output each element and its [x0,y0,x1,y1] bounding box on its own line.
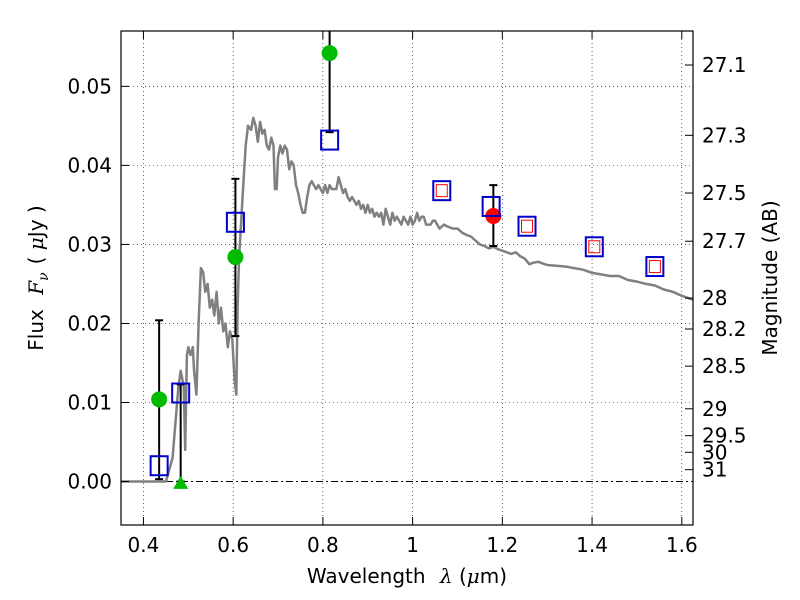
x-tick-label: 1.2 [486,533,518,557]
y-axis-title-symbol: F [24,280,48,296]
y-tick-label: 0.01 [67,390,112,414]
magnitude-tick-label: 28 [702,286,727,310]
model-box-red [648,260,661,274]
plot-frame [120,30,694,526]
y-tick-label: 0.05 [67,74,112,98]
x-tick-labels: 0.4 0.6 0.8 1 1.2 1.4 1.6 [128,533,698,557]
data-point-circle [227,249,244,266]
model-box-blue [149,455,169,477]
magnitude-tick-label: 28.2 [702,317,747,341]
model-box-blue [171,382,191,404]
x-axis-title-unit-open: ( [453,564,467,588]
y-axis-title-unit-open: ( [24,250,48,264]
upper-limit-triangle [173,475,189,489]
y-axis-title-prefix: Flux [24,309,48,351]
data-point-circle [321,45,338,62]
grid-lines [121,31,693,525]
x-tick-label: 1 [406,533,419,557]
model-box-blue [584,236,604,258]
x-tick-label: 0.4 [128,533,160,557]
magnitude-tick-label: 27.1 [702,53,747,77]
magnitude-tick-label: 29.5 [702,424,747,448]
magnitude-tick-label: 28.5 [702,354,747,378]
x-axis-title-unit-rest: m) [480,564,507,588]
x-tick-label: 1.6 [666,533,698,557]
data-markers [149,45,665,489]
y-tick-labels: 0.00 0.01 0.02 0.03 0.04 0.05 [67,74,112,493]
model-box-blue [432,180,452,202]
model-box-blue [225,211,245,233]
x-axis-title: Wavelength λ (μm) [307,564,507,588]
model-box-red [435,184,448,198]
magnitude-axis-title: Magnitude (AB) [758,200,782,355]
y-tick-label: 0.03 [67,232,112,256]
magnitude-tick-label: 29 [702,397,727,421]
x-axis-title-unit-mu: μ [467,564,480,588]
axis-ticks [121,31,693,525]
x-tick-label: 0.8 [307,533,339,557]
model-box-red [521,219,534,233]
x-axis-title-prefix: Wavelength [307,564,426,588]
model-box-red [588,240,601,254]
model-box-blue [645,256,665,278]
magnitude-tick-label: 27.7 [702,229,747,253]
x-tick-label: 1.4 [576,533,608,557]
model-box-blue [517,215,537,237]
y-tick-label: 0.00 [67,470,112,494]
model-box-blue [481,195,501,217]
x-axis-title-symbol: λ [439,564,453,588]
y-axis-title: Flux Fν ( μJy ) [24,205,52,350]
y-axis-title-subscript: ν [36,272,52,281]
data-point-circle [151,391,168,408]
y-axis-title-unit-mu: μ [24,237,48,250]
magnitude-tick-label: 27.5 [702,181,747,205]
y-axis-title-unit-rest: Jy ) [24,205,48,239]
magnitude-tick-label: 31 [702,458,727,482]
magnitude-tick-label: 27.3 [702,123,747,147]
y-tick-label: 0.02 [67,311,112,335]
y-tick-label: 0.04 [67,153,112,177]
spectrum-line [121,116,693,483]
x-tick-label: 0.6 [217,533,249,557]
plot-area [121,31,693,489]
model-box-blue [320,129,340,151]
magnitude-tick-label: 30 [702,440,727,464]
